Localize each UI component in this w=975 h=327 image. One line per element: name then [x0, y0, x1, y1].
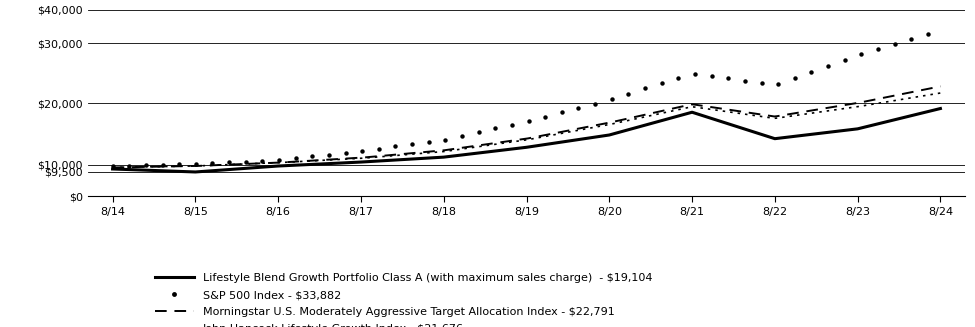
Legend: Lifestyle Blend Growth Portfolio Class A (with maximum sales charge)  - $19,104,: Lifestyle Blend Growth Portfolio Class A…: [155, 273, 652, 327]
